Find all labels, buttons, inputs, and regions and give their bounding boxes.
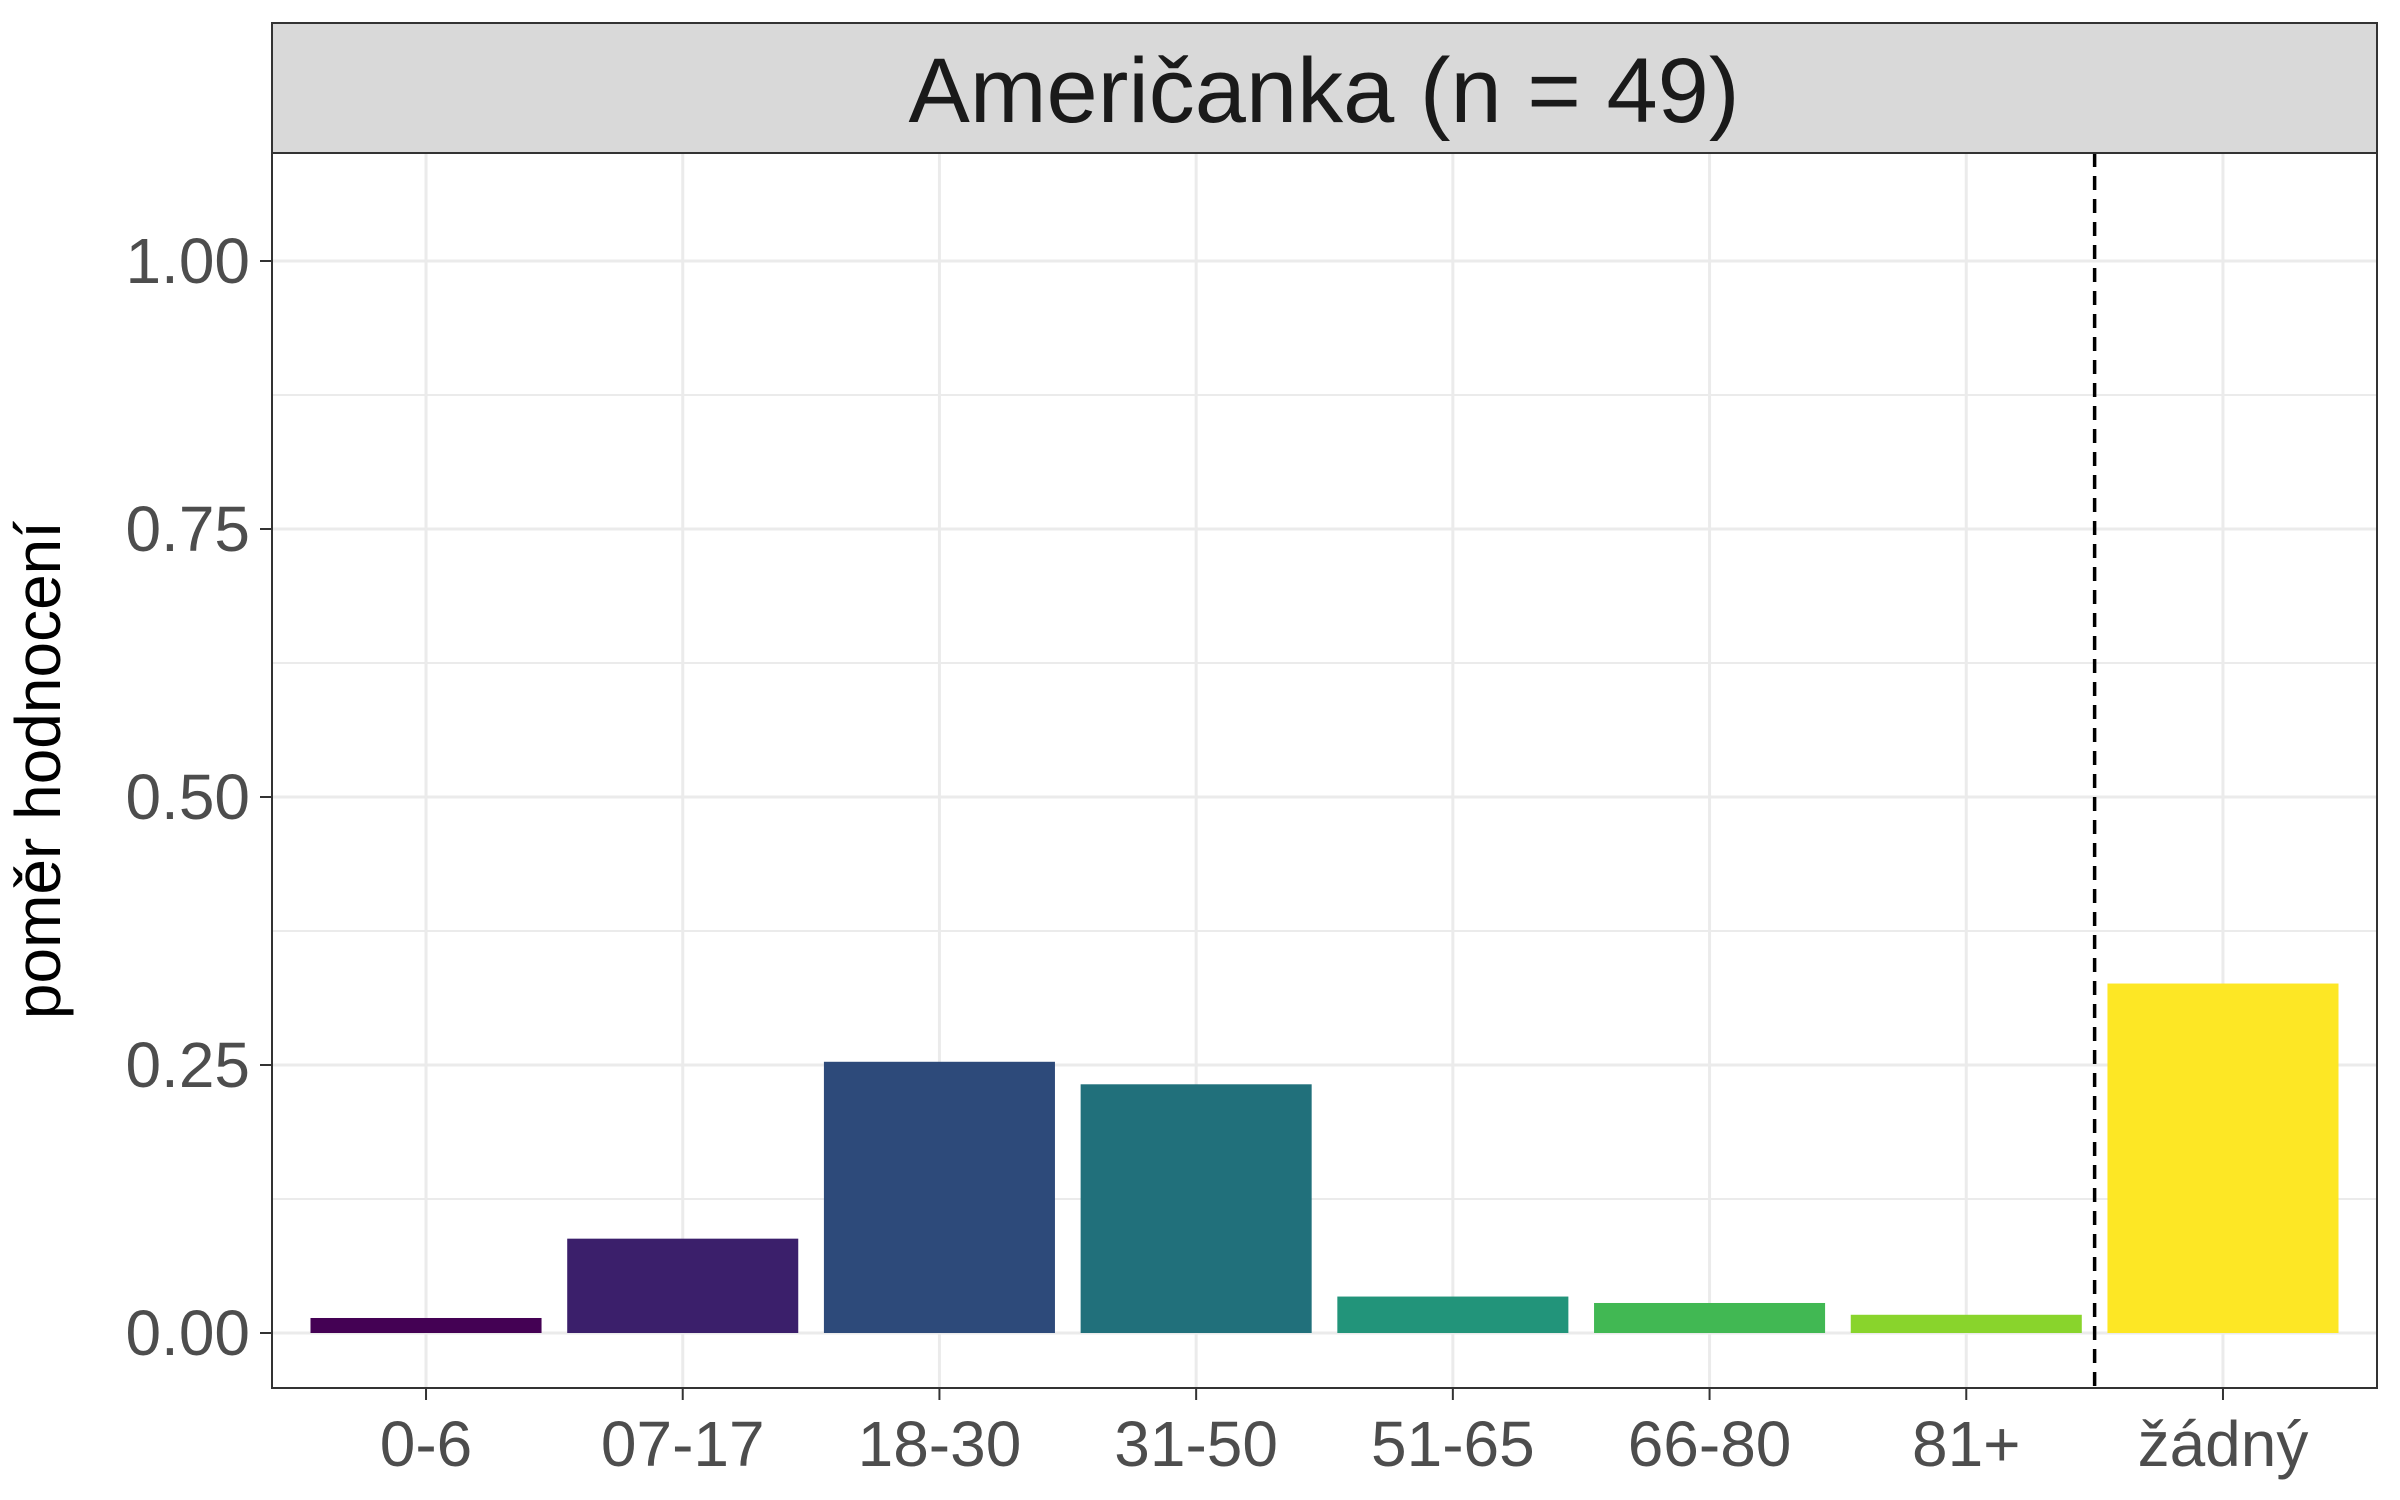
bar-18-30 — [823, 1061, 1055, 1333]
bar-0-6 — [310, 1317, 542, 1333]
x-tick-label: 51-65 — [1371, 1408, 1535, 1480]
x-tick-label: žádný — [2138, 1408, 2309, 1480]
facet-strip — [271, 22, 2378, 154]
x-tick-label: 66-80 — [1628, 1408, 1792, 1480]
y-tick-label: 1.00 — [125, 225, 250, 297]
x-axis-ticks: 0-6 07-17 18-30 31-50 51-65 66-80 81+ žádný — [380, 1388, 2309, 1480]
y-tick-label: 0.75 — [125, 493, 250, 565]
bar-07-17 — [567, 1238, 799, 1333]
y-axis-ticks: 0.00 0.25 0.50 0.75 1.00 — [125, 225, 272, 1369]
facet-strip-title: Američanka (n = 49) — [909, 40, 1740, 142]
x-tick-label: 0-6 — [380, 1408, 473, 1480]
x-tick-label: 31-50 — [1114, 1408, 1278, 1480]
x-tick-label: 07-17 — [601, 1408, 765, 1480]
bar-žádný — [2107, 983, 2339, 1333]
bar-31-50 — [1080, 1084, 1312, 1333]
grid-layer — [272, 153, 2377, 1388]
bar-66-80 — [1594, 1302, 1826, 1333]
y-tick-label: 0.25 — [125, 1029, 250, 1101]
y-tick-label: 0.50 — [125, 761, 250, 833]
x-tick-label: 81+ — [1912, 1408, 2021, 1480]
panel-border — [271, 152, 2378, 1389]
bar-layer — [310, 983, 2339, 1333]
bar-51-65 — [1337, 1296, 1569, 1333]
y-tick-label: 0.00 — [125, 1297, 250, 1369]
bar-81+ — [1850, 1314, 2082, 1333]
x-tick-label: 18-30 — [858, 1408, 1022, 1480]
y-axis-title: poměr hodnocení — [2, 521, 74, 1019]
